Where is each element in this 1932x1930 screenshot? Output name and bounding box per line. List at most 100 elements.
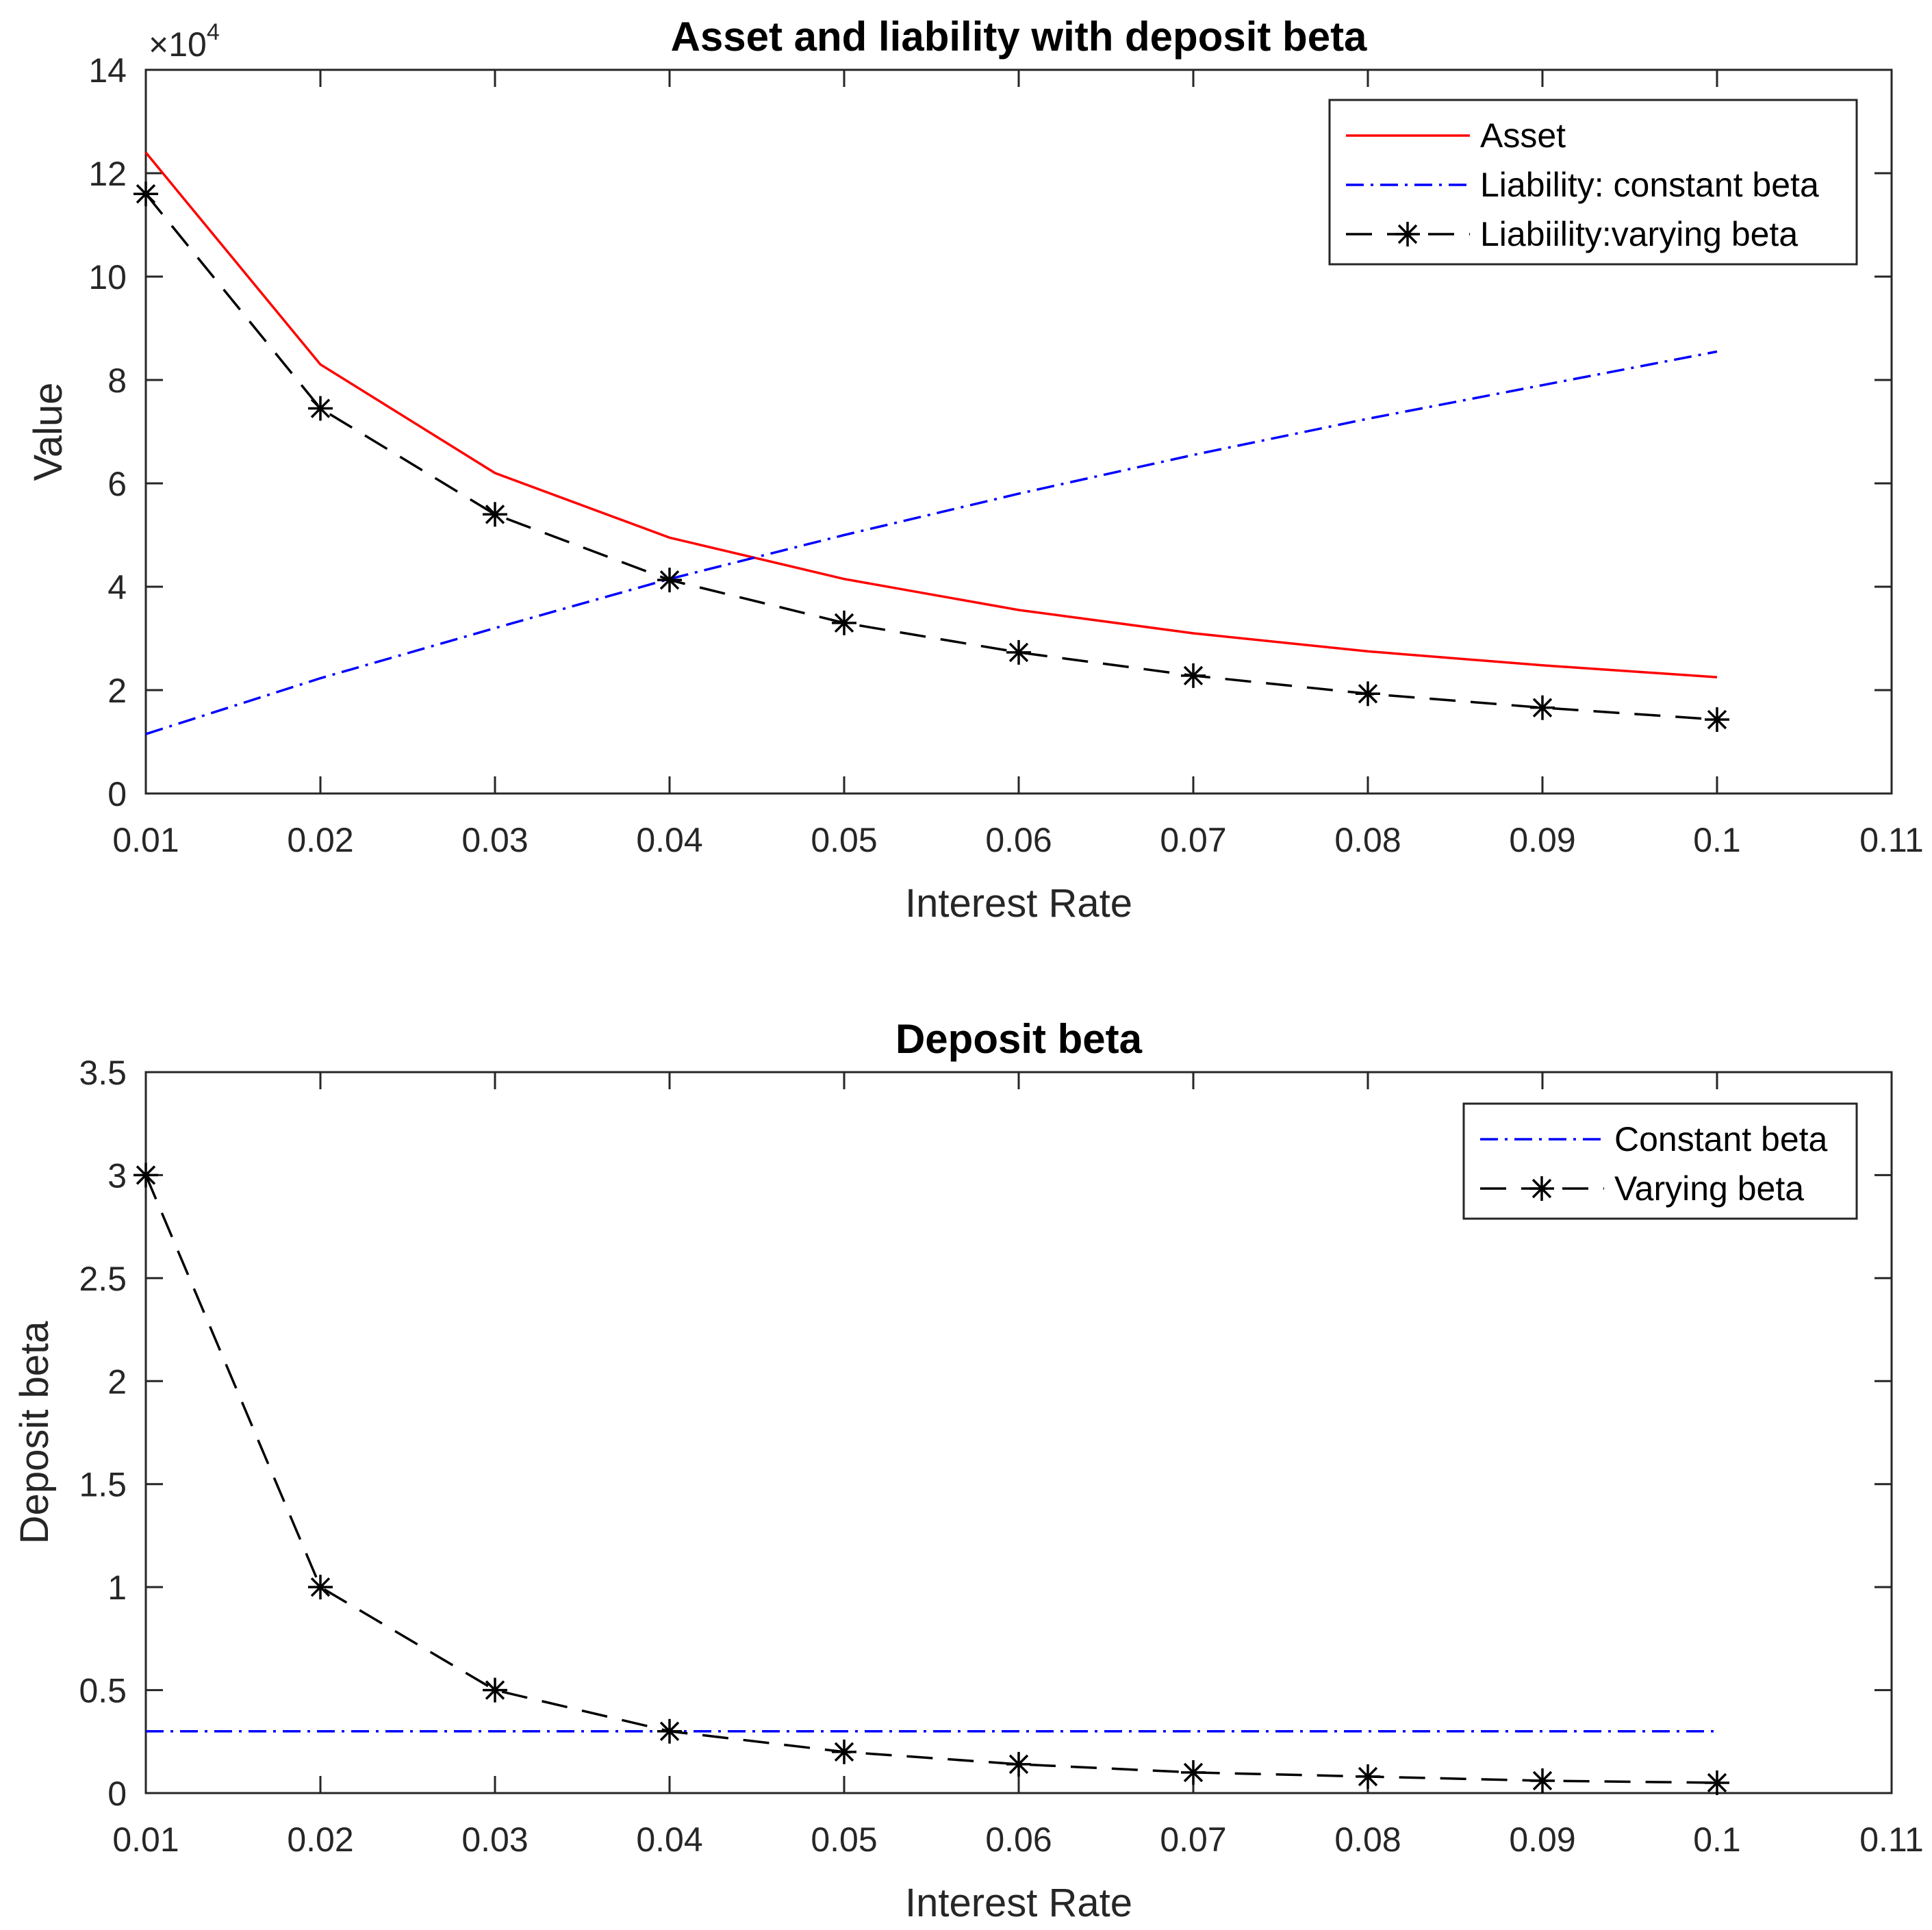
x-tick-label: 0.1 [1693,821,1741,859]
y-tick-label: 2 [107,1362,127,1401]
series-1 [144,151,1718,678]
series-line [145,350,1718,735]
data-point-marker [483,502,507,527]
x-tick-label: 0.05 [811,1820,877,1859]
y-tick-label: 0 [107,1775,127,1813]
x-tick-label: 0.01 [112,1820,179,1859]
y-tick-label: 3.5 [79,1054,127,1092]
marker-stroke [834,613,854,633]
x-tick-label: 0.01 [112,821,179,859]
y-axis-label: Deposit beta [12,1321,57,1544]
legend-label: Liabiility:varying beta [1480,215,1798,253]
y-axis-label: Value [26,382,71,481]
y-tick-label: 2.5 [79,1260,127,1298]
x-tick-label: 0.03 [461,821,528,859]
marker-stroke [1397,224,1418,244]
x-tick-label: 0.09 [1509,821,1575,859]
series-2 [134,1163,1729,1795]
data-point-marker [308,1575,333,1600]
y-tick-label: 8 [107,361,127,400]
legend-item: Liabiility:varying beta [1346,215,1798,253]
x-tick-label: 0.08 [1334,821,1401,859]
data-point-marker [657,1718,682,1744]
data-point-marker [1006,1751,1031,1777]
x-tick-label: 0.03 [461,1820,528,1859]
marker-stroke [1183,1762,1204,1783]
legend-box [1328,99,1858,266]
legend-item: Asset [1346,116,1566,155]
legend-label: Asset [1480,116,1566,155]
marker-stroke [1183,665,1204,686]
marker-stroke [1531,1178,1552,1199]
data-point-marker [1181,663,1206,688]
x-tick-label: 0.02 [287,821,353,859]
data-point-marker [832,610,856,635]
y-tick-label: 2 [107,672,127,710]
y-tick-label: 12 [88,155,127,193]
marker-stroke [659,1721,680,1741]
data-point-marker [1356,681,1380,707]
y-exponent-power: 4 [207,19,220,45]
y-tick-label: 0 [107,775,127,813]
legend: Constant beta Varying beta [1462,1102,1858,1220]
data-point-marker [134,1163,158,1188]
y-tick-label: 14 [88,51,127,90]
y-exponent-label: ×104 [149,19,220,64]
marker-stroke [1008,1754,1029,1775]
legend-item: Varying beta [1480,1169,1804,1208]
marker-stroke [1707,1773,1727,1793]
x-tick-label: 0.11 [1859,1820,1924,1859]
data-point-marker [308,396,333,421]
legend-label: Liability: constant beta [1480,166,1819,204]
data-point-marker [1705,1770,1729,1795]
series-line [144,151,1718,678]
marker-stroke [1532,1770,1553,1791]
marker-stroke [136,184,156,204]
y-tick-label: 0.5 [79,1672,127,1710]
y-tick-label: 1.5 [79,1466,127,1504]
marker-stroke [136,1165,156,1185]
x-tick-label: 0.09 [1509,1820,1575,1859]
x-tick-label: 0.07 [1160,821,1226,859]
series-line [144,1174,1718,1784]
x-tick-label: 0.02 [287,1820,353,1859]
y-tick-label: 3 [107,1156,127,1195]
chart-panel-2: 0.01 0.02 0.03 0.04 0.05 0.06 0.07 0.08 0.09 0.1 0… [12,1016,1924,1925]
data-point-marker [1705,707,1729,733]
series-2 [145,350,1718,735]
x-axis-label: Interest Rate [905,881,1132,926]
marker-stroke [834,1742,854,1762]
x-tick-label: 0.06 [985,1820,1052,1859]
data-point-marker [1181,1760,1206,1785]
marker-stroke [659,570,680,590]
x-tick-label: 0.04 [636,1820,702,1859]
x-tick-label: 0.11 [1859,821,1924,859]
legend-marker-sample [1395,222,1420,246]
chart-title: Deposit beta [895,1016,1143,1062]
data-point-marker [832,1739,856,1764]
marker-stroke [485,505,505,524]
legend-label: Varying beta [1614,1169,1804,1208]
data-point-marker [657,568,682,593]
x-tick-label: 0.07 [1160,1820,1226,1859]
data-point-marker [1006,639,1031,665]
marker-stroke [485,1680,505,1700]
marker-stroke [310,1577,331,1597]
legend-label: Constant beta [1614,1120,1828,1158]
marker-stroke [1707,709,1727,730]
x-tick-label: 0.06 [985,821,1052,859]
series-3 [134,181,1729,733]
legend: Asset Liability: constant beta Liabiility:… [1328,99,1858,266]
marker-stroke [310,398,331,418]
y-exponent-base: ×10 [149,25,207,64]
legend-box [1462,1102,1858,1220]
chart-panel-1: 0.01 0.02 0.03 0.04 0.05 0.06 0.07 0.08 0.09 0.1 0… [26,14,1924,926]
marker-stroke [1008,642,1029,663]
y-tick-label: 4 [107,568,127,607]
data-point-marker [1530,695,1555,720]
series-line [144,193,1718,721]
chart-title: Asset and liability with deposit beta [671,14,1367,60]
data-point-marker [1530,1768,1555,1793]
y-tick-label: 1 [107,1569,127,1607]
